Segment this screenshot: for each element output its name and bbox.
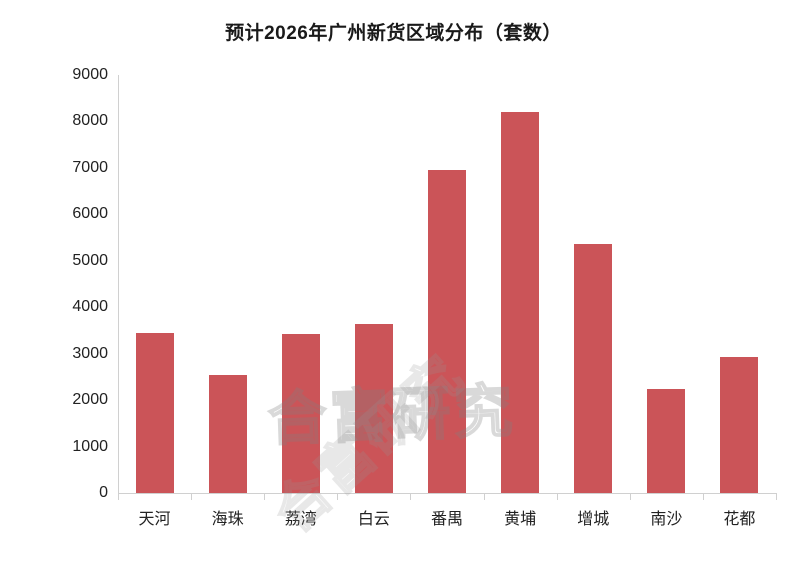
bar-slot [630, 75, 703, 493]
x-axis-tick-mark [264, 493, 266, 500]
x-axis-tick-label: 荔湾 [284, 511, 317, 528]
chart-title: 预计2026年广州新货区域分布（套数） [225, 23, 562, 44]
x-axis-tick-marks [118, 493, 777, 501]
bar[interactable] [135, 332, 174, 493]
y-axis-tick-label: 3000 [72, 344, 108, 362]
x-axis-tick-label: 白云 [357, 511, 390, 528]
y-axis-tick-label: 4000 [72, 298, 108, 316]
bar[interactable] [501, 112, 540, 493]
y-axis-labels: 0 1000 2000 3000 4000 5000 6000 7000 8000 9000 [0, 0, 108, 568]
y-axis-tick-label: 8000 [72, 112, 108, 130]
x-axis-tick-mark [629, 493, 631, 500]
bar[interactable] [354, 324, 393, 493]
x-axis-tick-label: 海珠 [211, 511, 244, 528]
bar[interactable] [427, 170, 466, 493]
x-axis-tick-mark [118, 493, 119, 500]
x-axis-tick-label: 黄埔 [504, 511, 537, 528]
x-axis-tick-label: 增城 [577, 511, 610, 528]
y-axis-tick-label: 7000 [72, 158, 108, 176]
x-axis-labels: 天河 海珠 荔湾 白云 番禺 黄埔 增城 南沙 花都 [118, 505, 776, 533]
bar[interactable] [208, 375, 247, 493]
bar-slot [703, 75, 776, 493]
bar-slot [191, 75, 264, 493]
bar-slot [484, 75, 557, 493]
x-axis-tick-mark [191, 493, 193, 500]
bar[interactable] [720, 356, 759, 493]
x-axis-tick-mark [410, 493, 412, 500]
y-axis-tick-label: 6000 [72, 205, 108, 223]
bar-slot [337, 75, 410, 493]
x-axis-tick-mark [702, 493, 704, 500]
y-axis-tick-label: 5000 [72, 251, 108, 269]
bar[interactable] [281, 334, 320, 493]
x-axis-tick-mark [776, 493, 777, 500]
bar[interactable] [574, 244, 613, 493]
x-axis-line [118, 493, 776, 494]
y-axis-line [118, 75, 119, 494]
x-axis-tick-label: 南沙 [650, 511, 683, 528]
bar-slot [410, 75, 483, 493]
bars-layer [118, 75, 776, 493]
x-axis-tick-label: 花都 [723, 511, 756, 528]
x-axis-tick-label: 番禺 [430, 511, 464, 528]
bar-slot [264, 75, 337, 493]
x-axis-tick-mark [483, 493, 485, 500]
bar[interactable] [647, 389, 686, 493]
y-axis-tick-label: 2000 [72, 391, 108, 409]
x-axis-tick-mark [337, 493, 339, 500]
x-axis-tick-mark [556, 493, 558, 500]
y-axis-tick-label: 0 [99, 484, 108, 501]
y-axis-tick-label: 9000 [72, 66, 108, 83]
bar-slot [557, 75, 630, 493]
bar-slot [118, 75, 191, 493]
y-axis-tick-label: 1000 [72, 437, 108, 455]
x-axis-tick-label: 天河 [138, 511, 171, 528]
